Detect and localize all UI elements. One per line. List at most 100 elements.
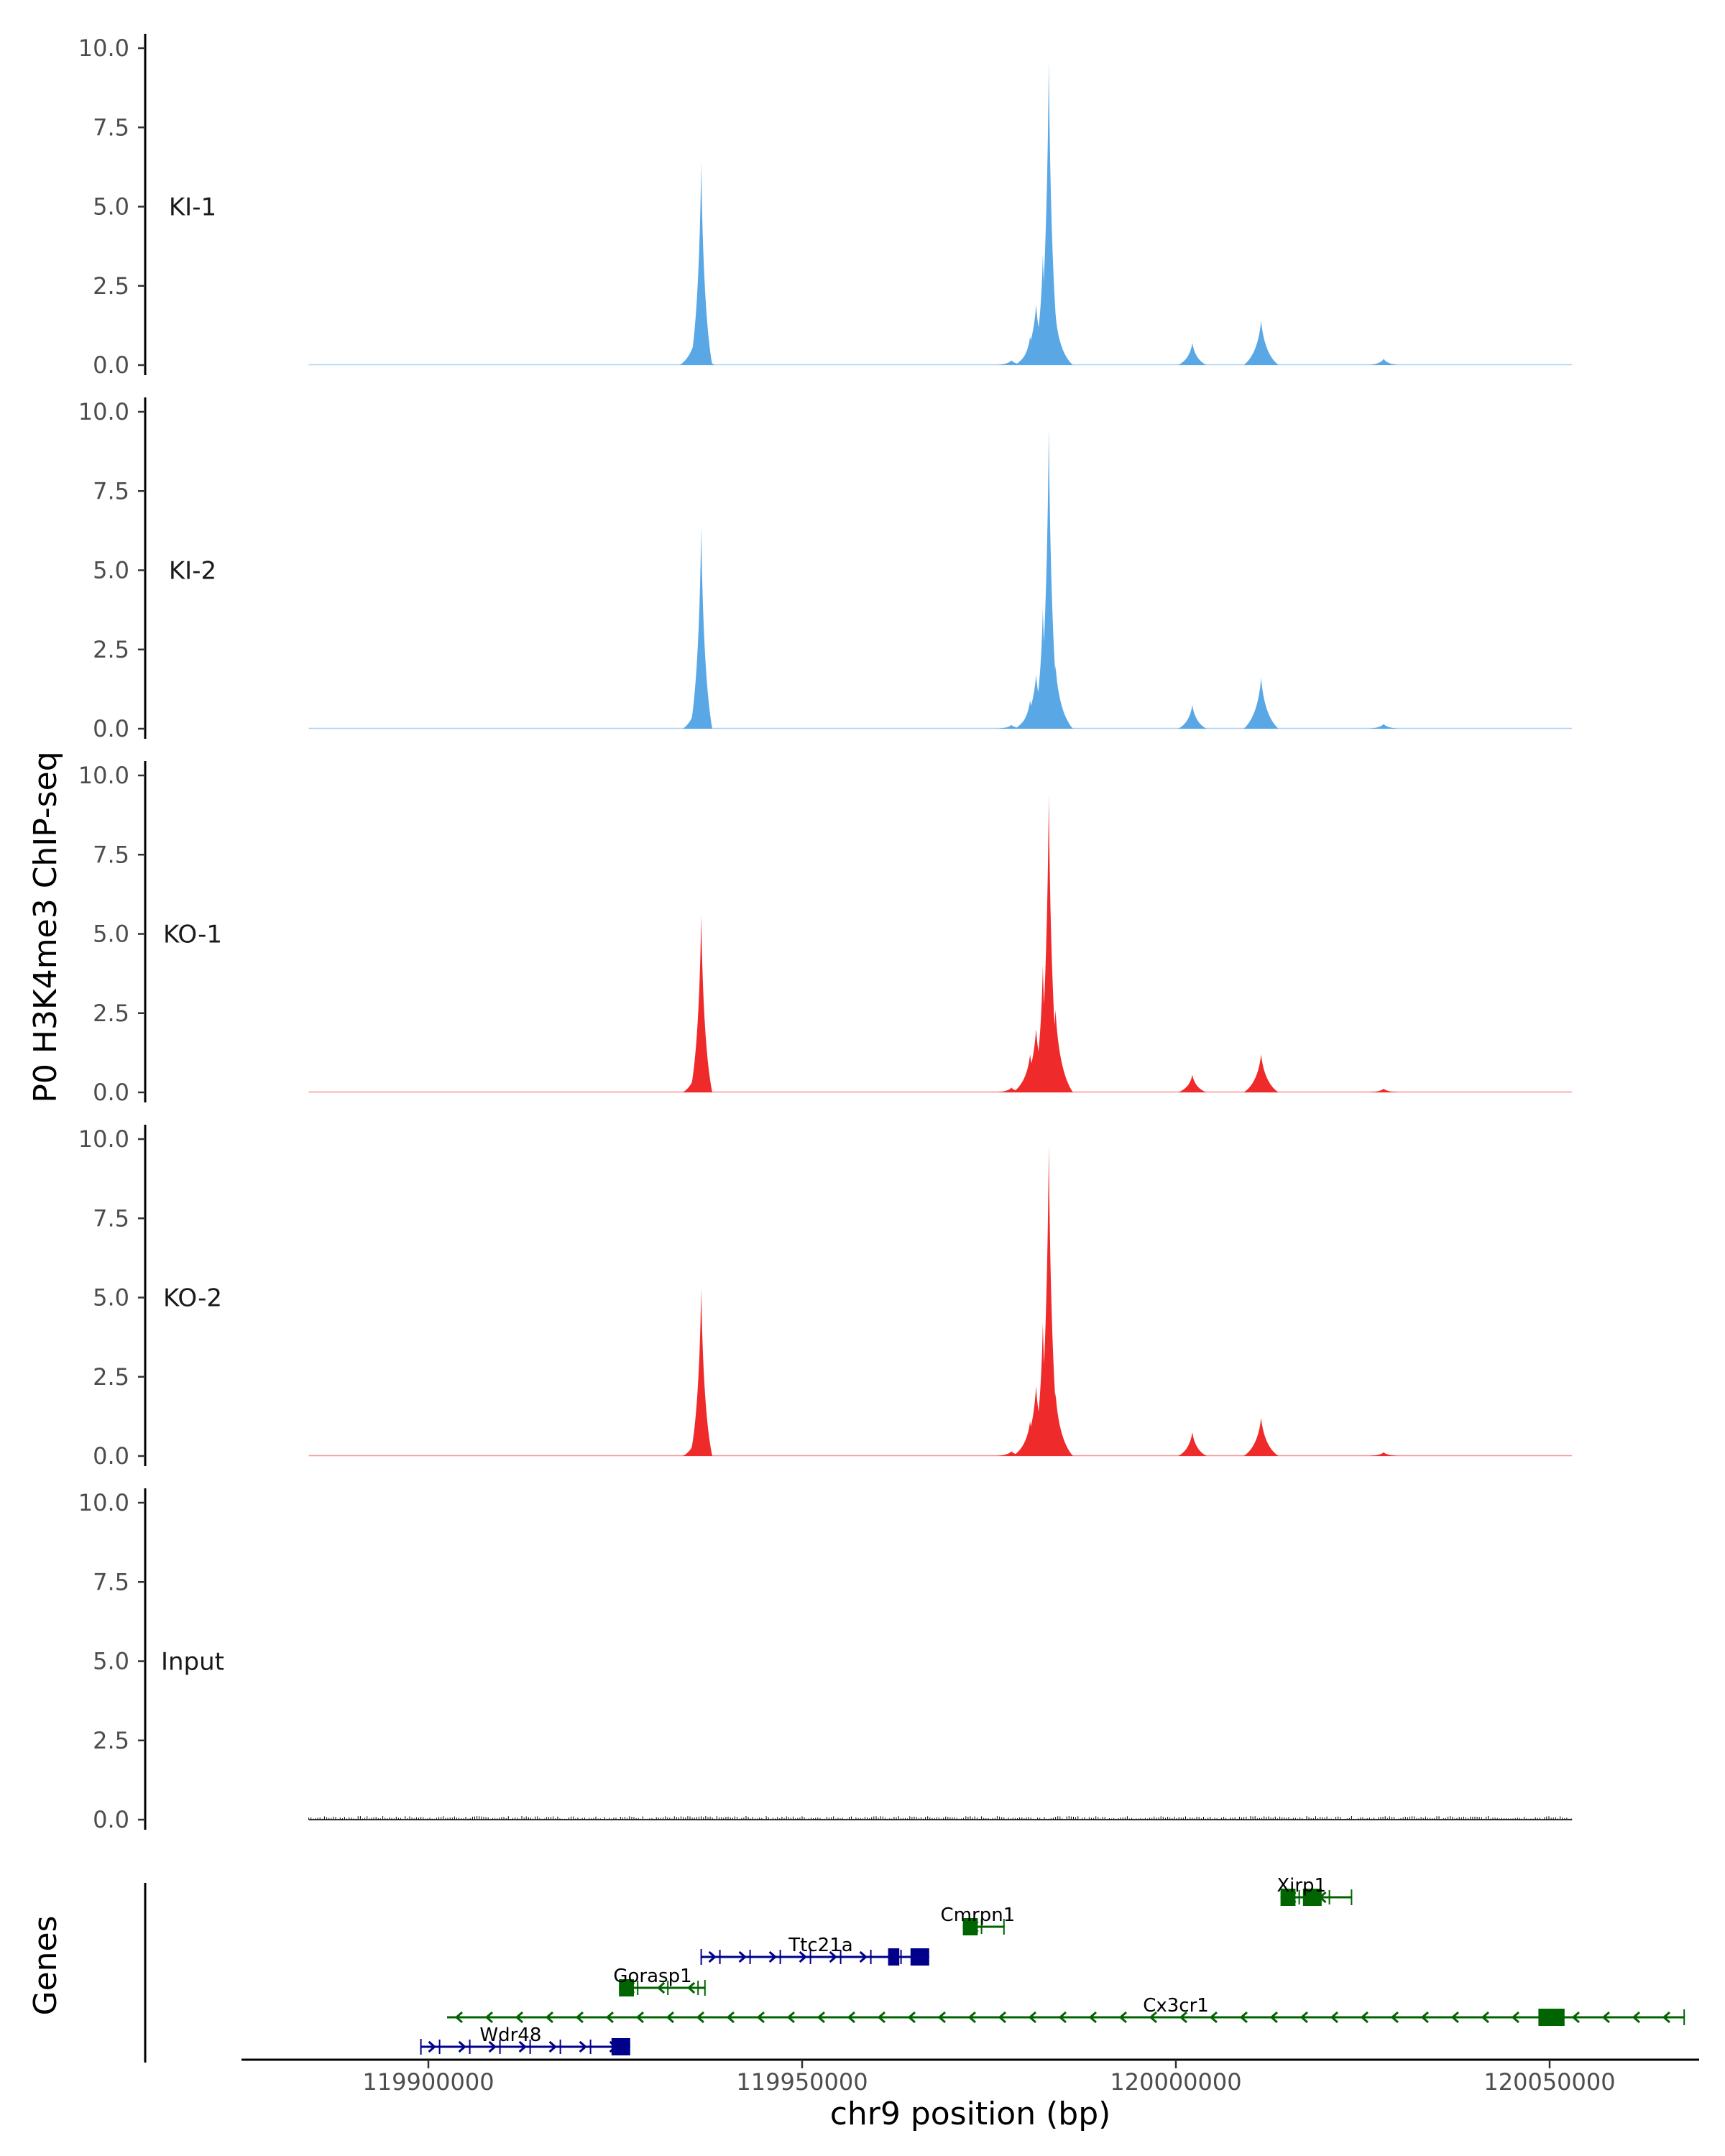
strand-chevron <box>708 1950 717 1963</box>
strand-chevron <box>1571 2011 1580 2024</box>
strand-chevron <box>1601 2011 1610 2024</box>
strand-chevron <box>1179 2011 1187 2024</box>
strand-chevron <box>666 2011 674 2024</box>
signal-peak <box>683 696 712 729</box>
strand-chevron <box>579 2040 587 2053</box>
strand-chevron <box>1390 2011 1399 2024</box>
y-tick-label: 0.0 <box>93 351 129 379</box>
signal-peak <box>997 1087 1026 1092</box>
strand-chevron <box>786 2011 795 2024</box>
strand-chevron <box>454 2011 463 2024</box>
signal-peak <box>1369 724 1398 729</box>
strand-chevron <box>829 1950 837 1963</box>
gene-xirp1: Xirp1 <box>1276 1875 1353 1906</box>
exon-block <box>962 1918 978 1935</box>
y-tick-label: 2.5 <box>93 272 129 300</box>
y-tick-label: 2.5 <box>93 1363 129 1391</box>
gene-track: Genes Xirp1 Cmrpn1 Ttc21a Gorasp1 Cx3cr1 Wdr4… <box>27 1875 1685 2063</box>
gene-cx3cr1: Cx3cr1 <box>447 1995 1685 2026</box>
strand-chevron <box>1269 2011 1278 2024</box>
strand-chevron <box>1118 2011 1127 2024</box>
signal-tracks: 0.0 2.5 5.0 7.5 10.0 KI-1 0.0 2.5 5.0 7.5 10.0 KI-2… <box>78 34 1573 1833</box>
y-tick-label: 10.0 <box>78 762 129 789</box>
y-tick-label: 5.0 <box>93 557 129 584</box>
signal-peak <box>690 1288 712 1456</box>
strand-chevron <box>799 1950 807 1963</box>
strand-chevron <box>937 2011 946 2024</box>
y-tick-label: 10.0 <box>78 398 129 425</box>
signal-peak <box>1369 1088 1398 1092</box>
signal-peak <box>690 162 712 366</box>
strand-chevron <box>458 2040 466 2053</box>
strand-chevron <box>1300 2011 1308 2024</box>
signal-peak <box>1243 321 1279 365</box>
y-tick-label: 0.0 <box>93 715 129 742</box>
signal-peak <box>690 525 712 729</box>
y-tick-label: 5.0 <box>93 1284 129 1312</box>
y-tick-label: 5.0 <box>93 193 129 221</box>
strand-chevron <box>756 2011 765 2024</box>
exon-block <box>888 1948 900 1966</box>
gene-label: Wdr48 <box>479 2024 541 2046</box>
strand-chevron <box>816 2011 825 2024</box>
x-tick-label: 120050000 <box>1484 2068 1615 2096</box>
exon-block <box>1538 2009 1565 2026</box>
strand-chevron <box>1239 2011 1248 2024</box>
signal-peak <box>1243 1418 1279 1456</box>
signal-peak <box>1178 704 1207 729</box>
strand-chevron <box>1058 2011 1067 2024</box>
y-axis-title: P0 H3K4me3 ChIP-seq <box>27 751 64 1102</box>
y-tick-label: 10.0 <box>78 1125 129 1153</box>
signal-peak <box>679 327 715 365</box>
strand-chevron <box>1481 2011 1489 2024</box>
signal-peak <box>997 724 1026 729</box>
x-tick-label: 119900000 <box>362 2068 494 2096</box>
y-tick-label: 2.5 <box>93 1000 129 1027</box>
strand-chevron <box>726 2011 735 2024</box>
y-tick-label: 7.5 <box>93 841 129 868</box>
gene-ttc21a: Ttc21a <box>700 1935 929 1966</box>
strand-chevron <box>847 2011 855 2024</box>
y-tick-label: 2.5 <box>93 1727 129 1754</box>
track-input: 0.0 2.5 5.0 7.5 10.0 Input <box>78 1488 1573 1833</box>
y-tick-label: 2.5 <box>93 636 129 663</box>
strand-chevron <box>859 1950 868 1963</box>
track-label: KO-2 <box>163 1284 222 1313</box>
signal-peak <box>1013 1054 1048 1092</box>
strand-chevron <box>1450 2011 1459 2024</box>
strand-chevron <box>575 2011 584 2024</box>
signal-peak <box>683 1064 712 1092</box>
exon-block <box>910 1948 929 1966</box>
signal-peak <box>1243 1054 1279 1092</box>
y-tick-label: 0.0 <box>93 1806 129 1833</box>
signal-peak <box>1369 359 1398 365</box>
signal-peak <box>997 1451 1026 1456</box>
signal-peak <box>1037 428 1060 729</box>
strand-chevron <box>877 2011 886 2024</box>
strand-chevron <box>696 2011 704 2024</box>
track-ki-2: 0.0 2.5 5.0 7.5 10.0 KI-2 <box>78 397 1573 742</box>
strand-chevron <box>1088 2011 1097 2024</box>
strand-chevron <box>518 2040 527 2053</box>
signal-peak <box>1018 675 1054 729</box>
gene-label: Xirp1 <box>1276 1875 1326 1897</box>
signal-peak <box>1178 1074 1207 1092</box>
signal-peak <box>1369 1452 1398 1456</box>
signal-peak <box>997 360 1026 365</box>
strand-chevron <box>605 2011 614 2024</box>
strand-chevron <box>967 2011 976 2024</box>
signal-peak <box>1031 965 1054 1092</box>
track-ko-2: 0.0 2.5 5.0 7.5 10.0 KO-2 <box>78 1125 1573 1470</box>
track-label: KO-1 <box>163 921 222 949</box>
strand-chevron <box>1511 2011 1519 2024</box>
y-tick-label: 7.5 <box>93 1204 129 1232</box>
signal-shoulder <box>1015 1413 1066 1456</box>
strand-chevron <box>515 2011 523 2024</box>
exon-block <box>611 2038 630 2055</box>
gene-label: Ttc21a <box>788 1935 852 1956</box>
gene-gorasp1: Gorasp1 <box>613 1966 706 1996</box>
strand-chevron <box>998 2011 1006 2024</box>
strand-chevron <box>768 1950 777 1963</box>
signal-peak <box>1037 1145 1060 1456</box>
